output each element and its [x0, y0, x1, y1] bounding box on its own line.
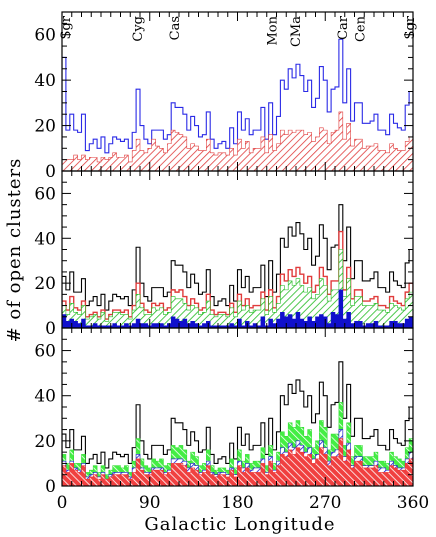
x-tick-label: 90 — [139, 493, 161, 513]
y-tick-label: 60 — [34, 342, 56, 362]
region-label: Car — [336, 15, 351, 40]
region-label: CMa — [289, 16, 304, 47]
panel-bottom: 0 20 40 60 0 90 180 270 360 — [34, 327, 429, 513]
y-tick-label: 0 — [45, 319, 56, 339]
series-bottom-0 — [62, 361, 413, 486]
x-tick-label: 360 — [397, 493, 429, 513]
series-top-1 — [62, 111, 413, 171]
series-bottom-3 — [62, 438, 413, 486]
region-label: Cyg — [131, 16, 146, 42]
x-tick-label: 180 — [221, 493, 253, 513]
region-label: Sgr — [403, 15, 418, 39]
x-axis-label: Galactic Longitude — [144, 514, 335, 535]
y-tick-label: 0 — [45, 162, 56, 182]
panel-top: 0 20 40 60 — [34, 11, 414, 182]
region-labels: Sgr Cyg Cas Mon CMa Car Cen Sgr — [59, 15, 418, 47]
y-tick-label: 20 — [34, 117, 56, 137]
y-tick-label: 60 — [34, 184, 56, 204]
y-tick-label: 20 — [34, 274, 56, 294]
region-label: Mon — [266, 15, 281, 45]
series-middle-0 — [62, 204, 413, 328]
series-middle-2 — [62, 249, 413, 328]
series-middle-3 — [62, 289, 413, 328]
panel-middle: 0 20 40 60 — [34, 170, 414, 339]
y-axis-label: # of open clusters — [4, 158, 25, 343]
axes-text: Galactic Longitude # of open clusters — [4, 158, 335, 535]
y-tick-label: 0 — [45, 477, 56, 497]
series-top-0 — [62, 38, 413, 171]
x-tick-label: 0 — [57, 493, 68, 513]
region-label: Sgr — [59, 15, 74, 39]
y-tick-label: 40 — [34, 387, 56, 407]
region-label: Cen — [353, 15, 368, 42]
x-tick-label: 270 — [309, 493, 341, 513]
y-tick-label: 20 — [34, 432, 56, 452]
y-tick-label: 60 — [34, 26, 56, 46]
region-label: Cas — [168, 16, 183, 40]
y-tick-label: 40 — [34, 71, 56, 91]
y-tick-label: 40 — [34, 229, 56, 249]
